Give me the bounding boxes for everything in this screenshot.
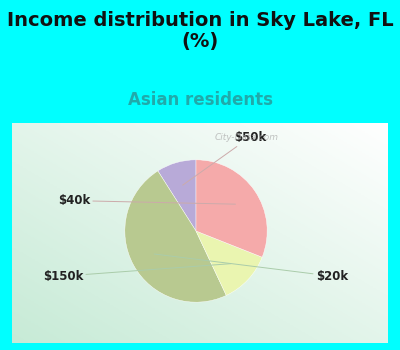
Text: Asian residents: Asian residents bbox=[128, 91, 272, 109]
Wedge shape bbox=[158, 160, 196, 231]
Text: $40k: $40k bbox=[58, 194, 236, 207]
Wedge shape bbox=[196, 231, 262, 295]
Wedge shape bbox=[196, 160, 267, 257]
Text: City-Data.com: City-Data.com bbox=[214, 133, 278, 142]
Wedge shape bbox=[125, 171, 226, 302]
Text: $150k: $150k bbox=[43, 264, 231, 283]
Text: Income distribution in Sky Lake, FL
(%): Income distribution in Sky Lake, FL (%) bbox=[7, 10, 393, 51]
Text: $20k: $20k bbox=[154, 254, 348, 283]
Text: $50k: $50k bbox=[183, 131, 266, 185]
